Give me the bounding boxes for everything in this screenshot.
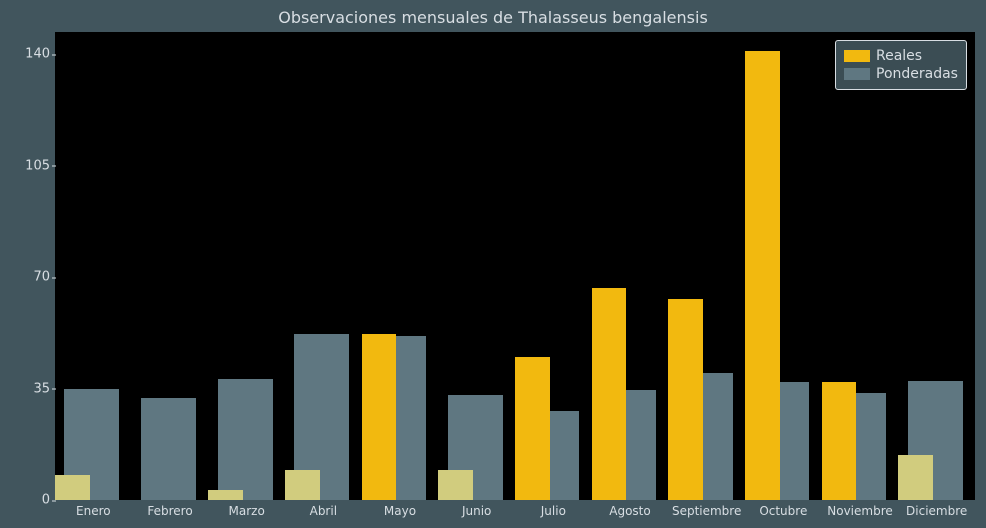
bar-reales <box>208 490 243 500</box>
legend-item: Reales <box>844 47 958 65</box>
bar-reales <box>438 470 473 500</box>
x-tick: Junio <box>462 504 491 518</box>
legend-swatch <box>844 50 870 62</box>
bar-reales <box>515 357 550 500</box>
x-tick: Marzo <box>229 504 265 518</box>
bar-reales <box>745 51 780 500</box>
bar-reales <box>592 288 627 500</box>
bar-ponderadas <box>141 398 196 500</box>
chart-title: Observaciones mensuales de Thalasseus be… <box>0 8 986 27</box>
y-tick: 105 <box>5 158 50 173</box>
bar-reales <box>285 470 320 500</box>
y-tick: 140 <box>5 47 50 62</box>
x-tick: Julio <box>541 504 566 518</box>
x-tick: Enero <box>76 504 111 518</box>
legend-swatch <box>844 68 870 80</box>
legend: RealesPonderadas <box>835 40 967 90</box>
y-tick: 70 <box>5 270 50 285</box>
y-tick: 35 <box>5 381 50 396</box>
legend-label: Reales <box>876 47 922 65</box>
x-tick: Diciembre <box>906 504 967 518</box>
x-tick: Mayo <box>384 504 416 518</box>
bar-reales <box>898 455 933 500</box>
bar-reales <box>55 475 90 500</box>
x-tick: Octubre <box>759 504 807 518</box>
bar-reales <box>362 334 397 500</box>
legend-item: Ponderadas <box>844 65 958 83</box>
x-tick: Agosto <box>609 504 650 518</box>
bar-reales <box>668 299 703 500</box>
legend-label: Ponderadas <box>876 65 958 83</box>
y-tick: 0 <box>5 493 50 508</box>
chart-container: Observaciones mensuales de Thalasseus be… <box>0 0 986 528</box>
plot-area <box>55 32 975 500</box>
x-tick: Abril <box>310 504 337 518</box>
bar-reales <box>822 382 857 500</box>
x-tick: Febrero <box>147 504 192 518</box>
x-tick: Septiembre <box>672 504 741 518</box>
bar-ponderadas <box>218 379 273 500</box>
x-tick: Noviembre <box>827 504 893 518</box>
